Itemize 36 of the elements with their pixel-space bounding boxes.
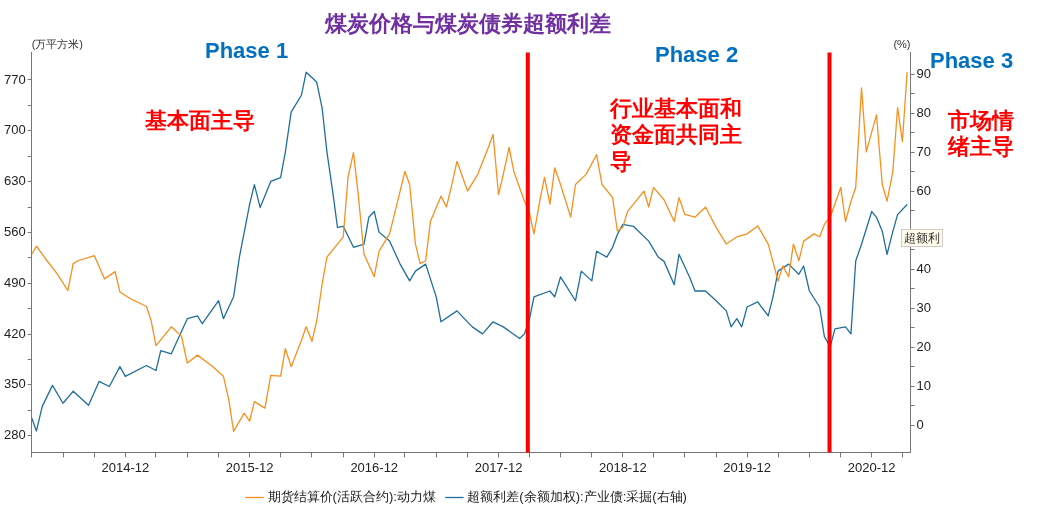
y2-tick-label: 0: [916, 416, 924, 432]
y-tick-label: 770: [3, 71, 26, 87]
y2-tick-label: 10: [916, 377, 932, 393]
x-tick-label: 2014-12: [101, 459, 150, 475]
y2-tick-label: 90: [916, 65, 932, 81]
y2-tick-label: 70: [916, 143, 932, 159]
annotation: 行业基本面和资金面共同主导: [610, 96, 743, 176]
x-tick-label: 2020-12: [847, 459, 896, 475]
x-tick-label: 2016-12: [350, 459, 399, 475]
y-tick-label: 700: [3, 122, 26, 138]
y-tick-label: 420: [3, 325, 26, 341]
y2-tick-label: 30: [916, 299, 932, 315]
y2-tick-label: 80: [916, 104, 932, 120]
annotation: Phase 2: [655, 42, 740, 69]
y-tick-label: 280: [3, 427, 26, 443]
y-tick-label: 630: [3, 173, 26, 189]
chart-title: 煤炭价格与煤炭债券超额利差: [323, 11, 611, 37]
annotation: Phase 1: [205, 38, 290, 65]
text: Phase 3: [930, 48, 1015, 73]
annotation: 基本面主导: [145, 108, 256, 135]
y2-axis-title: (%): [893, 37, 911, 50]
legend-label: 超额利差(余额加权):产业债:采掘(右轴): [467, 489, 687, 505]
x-tick-label: 2018-12: [598, 459, 647, 475]
x-tick-label: 2019-12: [723, 459, 771, 475]
x-tick-label: 2015-12: [225, 459, 274, 475]
x-tick-label: 2017-12: [474, 459, 523, 475]
y-tick-label: 490: [3, 274, 26, 290]
y2-tick-label: 20: [916, 338, 932, 354]
y-tick-label: 560: [3, 224, 26, 240]
annotation: 超额利: [901, 229, 943, 248]
text: 市场情绪主导: [948, 108, 1015, 161]
y-axis-title: (万平方米): [31, 37, 84, 50]
y2-tick-label: 60: [916, 182, 932, 198]
y2-tick-label: 40: [916, 260, 932, 276]
y-tick-label: 350: [3, 376, 26, 392]
legend-label: 期货结算价(活跃合约):动力煤: [267, 489, 436, 505]
